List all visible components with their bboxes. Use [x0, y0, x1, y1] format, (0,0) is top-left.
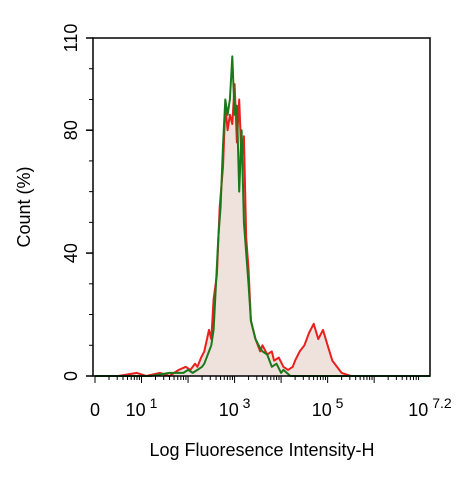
series-0-area — [95, 84, 430, 376]
x-tick-label: 0 — [90, 400, 100, 420]
y-tick-label: 110 — [61, 24, 81, 53]
plot-area — [95, 55, 430, 377]
axes — [86, 37, 431, 383]
series-0-line — [95, 83, 430, 377]
y-tick-label: 80 — [61, 120, 81, 140]
y-tick-label: 0 — [61, 371, 81, 381]
y-tick-label: 40 — [61, 243, 81, 263]
x-tick-label: 10 5 — [312, 395, 344, 420]
series-1-line — [95, 55, 430, 377]
plot-frame — [92, 37, 431, 377]
x-tick-label: 10 3 — [219, 395, 251, 420]
x-axis-label: Log Fluoresence Intensity-H — [149, 440, 374, 460]
tick-labels: 0 40 80 110 0 10 1 10 3 10 5 10 7.2 — [61, 24, 452, 420]
x-tick-label: 10 7.2 — [408, 395, 452, 420]
x-tick-label: 10 1 — [126, 395, 158, 420]
y-axis-label: Count (%) — [14, 166, 34, 247]
